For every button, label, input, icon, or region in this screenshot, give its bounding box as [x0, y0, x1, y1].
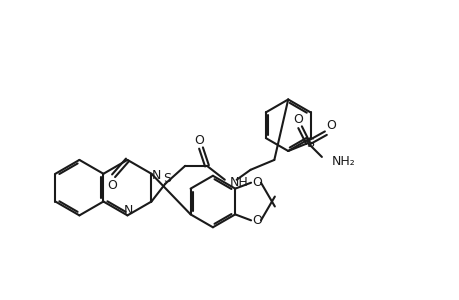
Text: N: N — [151, 169, 161, 182]
Text: O: O — [292, 113, 302, 126]
Text: O: O — [325, 119, 335, 132]
Text: NH₂: NH₂ — [331, 155, 355, 168]
Text: S: S — [163, 172, 171, 185]
Text: O: O — [107, 179, 118, 192]
Text: O: O — [252, 176, 261, 189]
Text: NH: NH — [229, 176, 248, 189]
Text: S: S — [305, 136, 313, 150]
Text: N: N — [123, 204, 133, 217]
Text: O: O — [194, 134, 203, 147]
Text: O: O — [252, 214, 261, 227]
